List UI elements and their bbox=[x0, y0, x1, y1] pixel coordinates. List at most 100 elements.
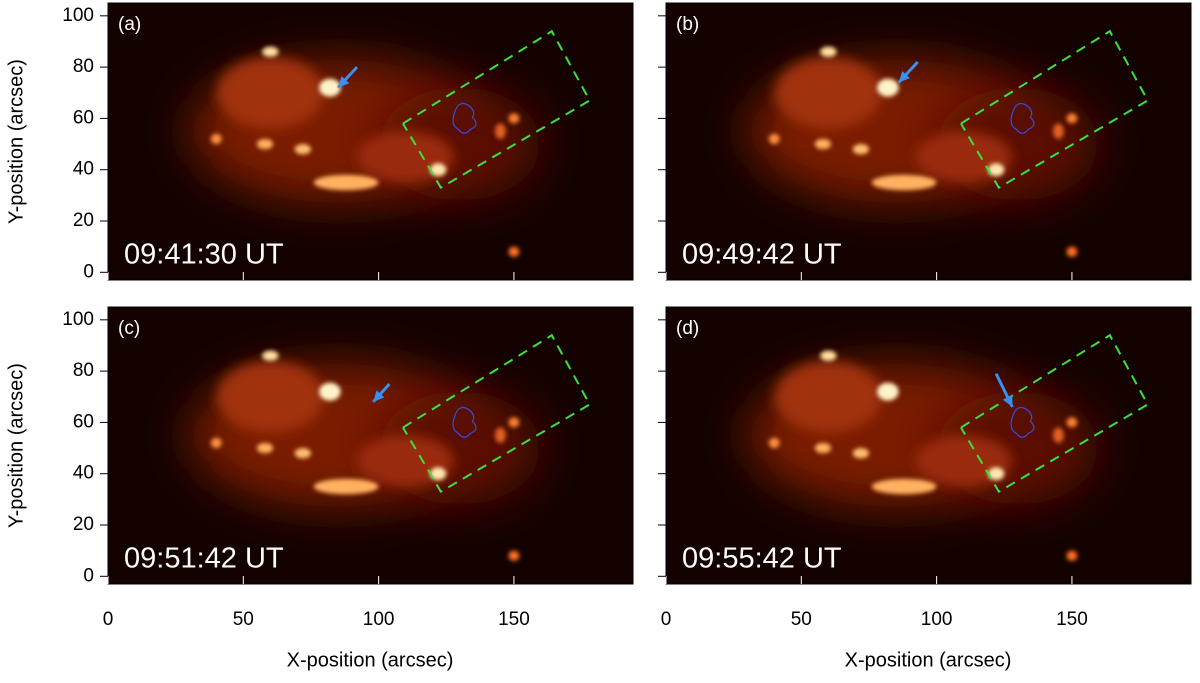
y-tick-label: 20 bbox=[73, 514, 94, 535]
y-tick-label: 40 bbox=[73, 463, 94, 484]
frame bbox=[107, 306, 634, 585]
y-tick-label: 100 bbox=[62, 309, 94, 330]
emission bbox=[988, 163, 1005, 177]
emission bbox=[313, 478, 379, 495]
emission bbox=[1066, 417, 1078, 428]
x-tick-label: 100 bbox=[363, 609, 395, 630]
arrow-head bbox=[338, 76, 350, 88]
contour bbox=[1010, 406, 1035, 438]
panel: (c) 09:51:42 UT 0 50 100 150 0 20 40 60 80 100 X-pos… bbox=[5, 306, 634, 671]
emission bbox=[852, 144, 869, 155]
region-box bbox=[960, 29, 1150, 190]
x-tick-label: 0 bbox=[103, 609, 114, 630]
emission bbox=[216, 360, 325, 433]
x-tick-label: 50 bbox=[233, 609, 254, 630]
emission bbox=[508, 550, 520, 561]
timestamp: 09:51:42 UT bbox=[124, 543, 284, 575]
emission bbox=[1066, 246, 1078, 257]
emission bbox=[319, 78, 341, 97]
x-tick-label: 50 bbox=[791, 609, 812, 630]
arrow-head bbox=[1002, 395, 1013, 408]
region-box bbox=[402, 333, 592, 494]
emission bbox=[814, 138, 832, 150]
emission bbox=[262, 350, 279, 361]
x-axis-label: X-position (arcsec) bbox=[845, 649, 1012, 671]
emission bbox=[508, 417, 520, 428]
emission bbox=[294, 448, 311, 459]
y-axis-label: Y-position (arcsec) bbox=[5, 59, 27, 224]
panel: (b) 09:49:42 UT bbox=[658, 2, 1192, 281]
x-axis-label: X-position (arcsec) bbox=[287, 649, 454, 671]
y-tick-label: 20 bbox=[73, 210, 94, 231]
x-tick-label: 150 bbox=[498, 609, 530, 630]
emission bbox=[256, 442, 274, 454]
y-tick-label: 0 bbox=[83, 565, 94, 586]
region-box bbox=[960, 333, 1150, 494]
emission bbox=[814, 442, 832, 454]
panel: (a) 09:41:30 UT 0 20 40 60 80 100 Y-position (ar… bbox=[5, 2, 634, 282]
x-tick-label: 0 bbox=[661, 609, 672, 630]
y-tick-label: 60 bbox=[73, 411, 94, 432]
emission bbox=[1052, 427, 1064, 443]
emission bbox=[319, 382, 341, 401]
y-tick-label: 80 bbox=[73, 56, 94, 77]
emission bbox=[494, 123, 506, 139]
solar-image bbox=[108, 3, 633, 280]
contour bbox=[452, 406, 477, 438]
arrow-head bbox=[373, 390, 385, 402]
frame bbox=[665, 2, 1192, 281]
x-tick-label: 150 bbox=[1056, 609, 1088, 630]
emission bbox=[877, 382, 899, 401]
contour bbox=[452, 102, 477, 134]
panel-label: (d) bbox=[676, 318, 699, 339]
emission bbox=[820, 46, 837, 57]
emission bbox=[210, 133, 222, 145]
y-tick-label: 60 bbox=[73, 107, 94, 128]
contour bbox=[1010, 102, 1035, 134]
emission bbox=[768, 133, 780, 145]
emission bbox=[430, 467, 447, 481]
emission bbox=[256, 138, 274, 150]
emission bbox=[1052, 123, 1064, 139]
emission bbox=[508, 246, 520, 257]
timestamp: 09:55:42 UT bbox=[682, 543, 842, 575]
region-box bbox=[402, 29, 592, 190]
panel-label: (a) bbox=[118, 14, 141, 35]
solar-image bbox=[108, 307, 633, 584]
emission bbox=[774, 360, 883, 433]
emission bbox=[871, 478, 937, 495]
emission bbox=[294, 144, 311, 155]
emission bbox=[313, 174, 379, 191]
solar-image bbox=[666, 3, 1191, 280]
frame bbox=[665, 306, 1192, 585]
y-tick-label: 0 bbox=[83, 261, 94, 282]
panel-label: (c) bbox=[118, 318, 140, 339]
emission bbox=[494, 427, 506, 443]
panel: (d) 09:55:42 UT 0 50 100 150 X-position (arcse… bbox=[658, 306, 1192, 671]
emission bbox=[988, 467, 1005, 481]
emission bbox=[216, 56, 325, 129]
y-tick-label: 80 bbox=[73, 360, 94, 381]
emission bbox=[774, 56, 883, 129]
solar-image bbox=[666, 307, 1191, 584]
y-axis-label: Y-position (arcsec) bbox=[5, 363, 27, 528]
y-tick-label: 100 bbox=[62, 5, 94, 26]
timestamp: 09:49:42 UT bbox=[682, 239, 842, 271]
emission bbox=[871, 174, 937, 191]
emission bbox=[820, 350, 837, 361]
emission bbox=[210, 437, 222, 449]
emission bbox=[768, 437, 780, 449]
arrow-head bbox=[898, 71, 910, 83]
emission bbox=[508, 113, 520, 124]
frame bbox=[107, 2, 634, 281]
emission bbox=[1066, 113, 1078, 124]
emission bbox=[262, 46, 279, 57]
emission bbox=[1066, 550, 1078, 561]
emission bbox=[852, 448, 869, 459]
emission bbox=[877, 78, 899, 97]
timestamp: 09:41:30 UT bbox=[124, 239, 284, 271]
x-tick-label: 100 bbox=[921, 609, 953, 630]
y-tick-label: 40 bbox=[73, 159, 94, 180]
emission bbox=[430, 163, 447, 177]
